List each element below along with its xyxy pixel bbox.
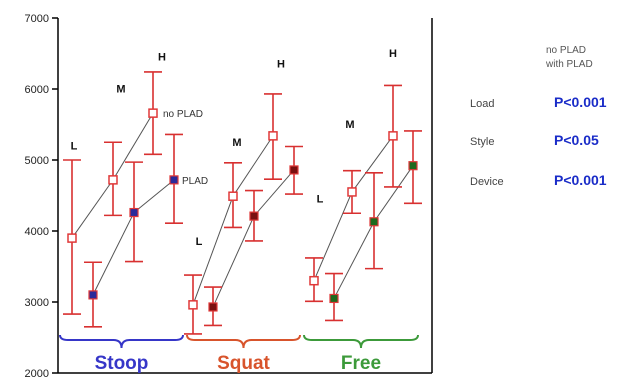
stat-row-load: Load P<0.001 <box>470 94 618 116</box>
free-plad-connector-0 <box>333 221 375 299</box>
squat-plad-2-point <box>289 165 299 175</box>
squat-load-label-m: M <box>232 137 241 149</box>
free-no-plad-0-point <box>309 275 319 286</box>
y-tick-label-2000: 2000 <box>25 368 49 379</box>
stoop-bracket <box>59 334 184 349</box>
chart: 2000 3000 4000 5000 6000 7000 L M Hno PLAD PLAD L M… <box>25 13 433 379</box>
stoop-plad-connector-0 <box>92 212 135 296</box>
squat-group-label: Squat <box>217 353 270 374</box>
stoop-load-label-m: M <box>116 84 125 96</box>
stoop-load-label-l: L <box>71 140 78 152</box>
stat-row-style: Style P<0.05 <box>470 132 618 154</box>
free-plad-connector-1 <box>373 165 414 223</box>
squat-no-plad-2-point <box>268 131 278 141</box>
squat-bracket <box>186 334 301 349</box>
stoop-no-plad-1-point <box>108 175 118 185</box>
y-tick-label-3000: 3000 <box>25 297 49 309</box>
y-tick-label-6000: 6000 <box>25 84 49 96</box>
stoop-plad-label: PLAD <box>182 176 208 187</box>
stoop-plad-1-point <box>129 207 139 218</box>
free-load-label-h: H <box>389 48 397 60</box>
stoop-no-plad-0-point <box>67 233 77 243</box>
free-plad-0-point <box>329 293 339 304</box>
stoop-group-label: Stoop <box>95 353 149 374</box>
stat-name-load: Load <box>470 98 495 110</box>
free-no-plad-2-point <box>388 131 398 141</box>
side-legend: no PLAD with PLAD <box>546 44 593 72</box>
squat-load-label-h: H <box>277 59 285 71</box>
stat-value-style: P<0.05 <box>554 132 599 148</box>
stoop-plad-connector-1 <box>133 179 175 213</box>
free-plad-2-point <box>408 161 418 171</box>
stat-name-device: Device <box>470 176 504 188</box>
side-legend-with-plad: with PLAD <box>546 59 593 70</box>
stat-row-device: Device P<0.001 <box>470 172 618 194</box>
squat-no-plad-connector-1 <box>232 135 274 197</box>
stoop-no-plad-label: no PLAD <box>163 109 203 120</box>
squat-plad-0-point <box>208 302 218 312</box>
free-bracket <box>303 334 419 349</box>
squat-plad-connector-0 <box>212 215 255 308</box>
squat-load-label-l: L <box>196 236 203 248</box>
squat-plad-connector-1 <box>253 169 295 217</box>
free-no-plad-1-point <box>347 187 357 197</box>
y-tick-label-4000: 4000 <box>25 226 49 238</box>
squat-no-plad-connector-0 <box>192 196 234 306</box>
stat-value-load: P<0.001 <box>554 94 607 110</box>
squat-no-plad-0-point <box>188 300 198 310</box>
stat-value-device: P<0.001 <box>554 172 607 188</box>
free-group-label: Free <box>341 353 381 374</box>
stat-name-style: Style <box>470 136 495 148</box>
stoop-no-plad-2-point <box>148 108 158 118</box>
y-tick-label-7000: 7000 <box>25 13 49 25</box>
y-tick-label-5000: 5000 <box>25 155 49 167</box>
free-plad-1-point <box>369 217 379 227</box>
free-no-plad-connector-0 <box>313 191 353 281</box>
free-load-label-m: M <box>345 119 354 131</box>
stoop-plad-0-point <box>88 290 98 300</box>
side-legend-no-plad: no PLAD <box>546 45 587 56</box>
free-no-plad-connector-1 <box>351 135 394 193</box>
stoop-no-plad-connector-1 <box>112 112 154 181</box>
free-load-label-l: L <box>317 194 324 206</box>
squat-no-plad-1-point <box>228 191 238 201</box>
squat-plad-1-point <box>249 211 259 221</box>
stoop-plad-2-point <box>169 175 179 185</box>
stoop-load-label-h: H <box>158 52 166 64</box>
stoop-no-plad-connector-0 <box>71 179 114 239</box>
